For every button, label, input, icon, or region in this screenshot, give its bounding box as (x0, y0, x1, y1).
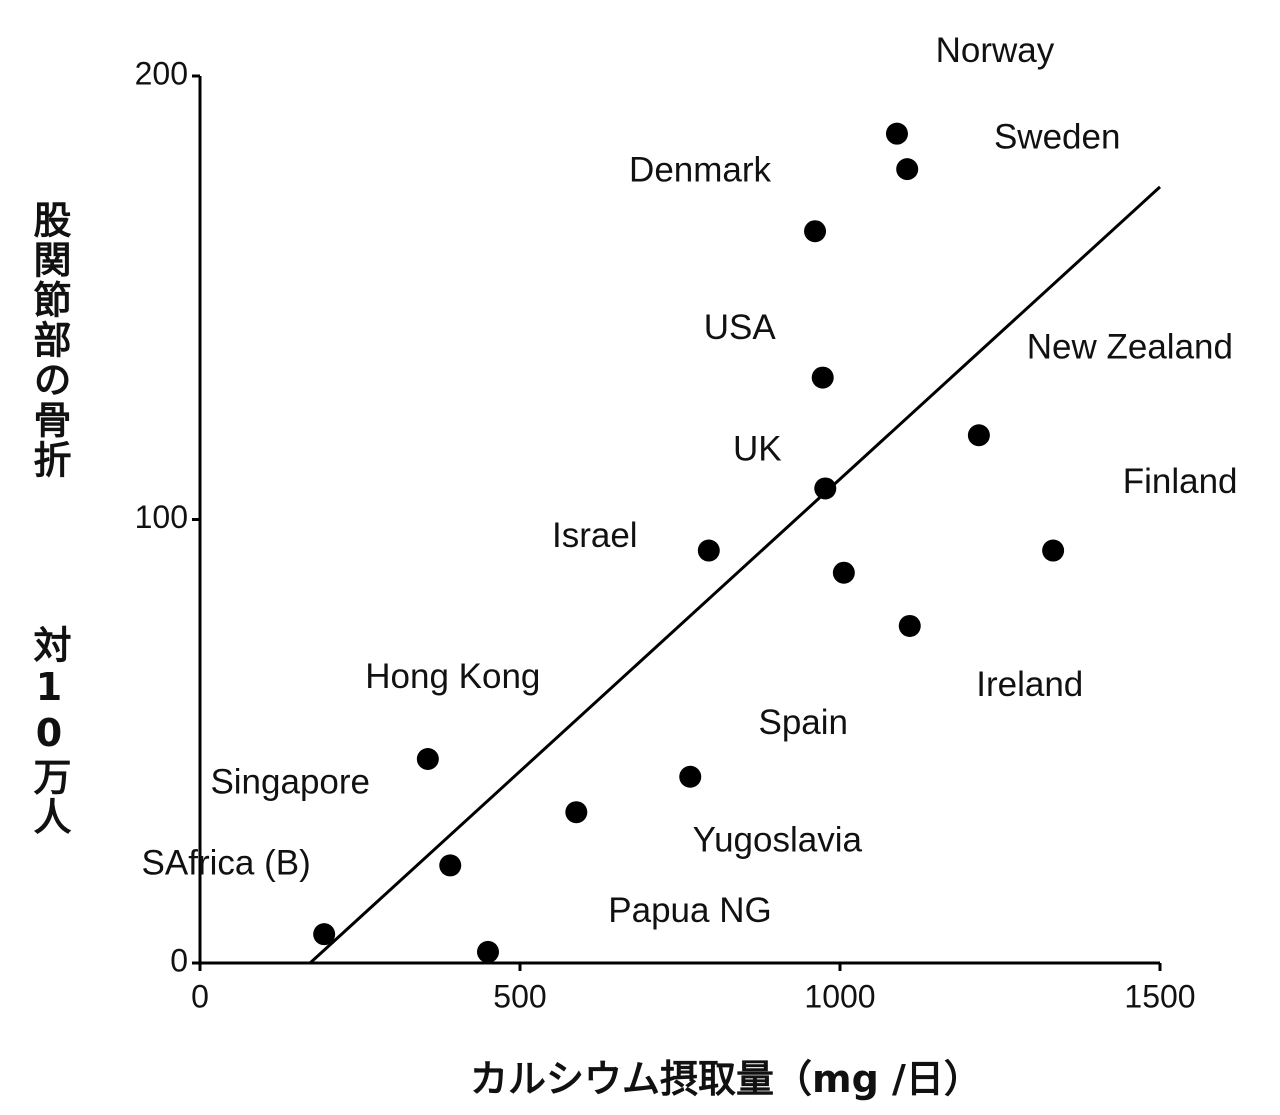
point-label: Hong Kong (365, 657, 540, 696)
y-axis-label: 対10万人 (27, 625, 71, 837)
y-tick-label: 100 (135, 499, 188, 535)
point (477, 940, 499, 963)
point (804, 220, 827, 243)
point-label: SAfrica (B) (142, 843, 311, 882)
x-tick-label: 1000 (804, 978, 875, 1014)
point-label: Ireland (976, 665, 1083, 704)
point (885, 122, 908, 145)
point-label: Israel (552, 516, 638, 555)
point (416, 747, 439, 770)
x-tick-label: 0 (191, 978, 209, 1014)
point (811, 366, 834, 389)
point (313, 923, 336, 946)
x-tick-label: 1500 (1124, 978, 1195, 1014)
point (565, 801, 588, 824)
point-label: Norway (936, 31, 1055, 70)
point-label: Yugoslavia (693, 820, 863, 859)
point (896, 158, 919, 181)
point-label: Singapore (210, 763, 370, 802)
y-axis-label: 股関節部の骨折 (27, 200, 71, 480)
point (679, 765, 702, 788)
point (439, 854, 462, 877)
point-label: USA (704, 308, 777, 347)
point (814, 477, 837, 500)
point (967, 424, 990, 447)
point-label: Finland (1123, 462, 1238, 501)
point-label: Sweden (994, 117, 1120, 156)
point (1042, 539, 1065, 562)
point-label: Spain (758, 703, 848, 742)
trend-line (309, 185, 1162, 965)
point (697, 539, 720, 562)
x-tick-label: 500 (493, 978, 546, 1014)
point (898, 614, 921, 637)
point-label: UK (733, 430, 782, 469)
point-label: Denmark (629, 150, 771, 189)
point (832, 561, 855, 584)
y-tick-label: 200 (135, 55, 188, 91)
point-label: Papua NG (608, 891, 771, 930)
x-axis-label: カルシウム摂取量（mg /日） (470, 1057, 982, 1101)
y-tick-label: 0 (170, 942, 188, 978)
point-label: New Zealand (1027, 327, 1233, 366)
